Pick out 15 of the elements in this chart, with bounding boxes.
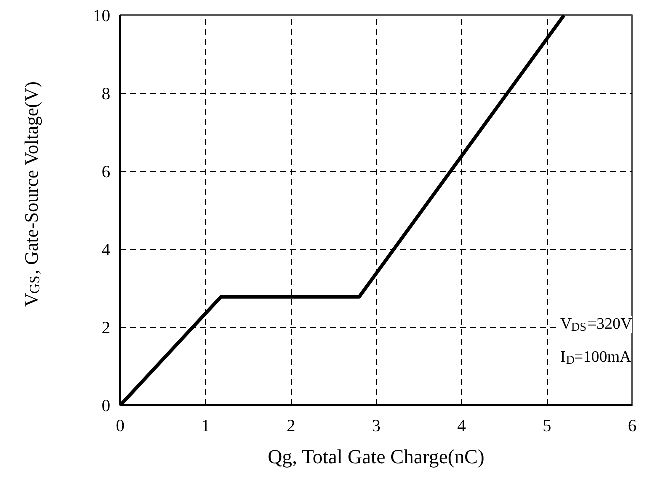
y-axis-title: VGS, Gate-Source Voltage(V) <box>22 82 44 307</box>
x-tick-label: 1 <box>202 416 210 436</box>
y-tick-label: 6 <box>102 162 111 182</box>
x-tick-label: 3 <box>372 416 381 436</box>
x-tick-label: 6 <box>628 416 638 436</box>
x-tick-label: 2 <box>286 416 296 436</box>
y-tick-label: 2 <box>102 318 111 338</box>
x-axis-title: Qg, Total Gate Charge(nC) <box>268 446 485 468</box>
y-tick-label: 4 <box>102 240 111 260</box>
x-tick-label: 0 <box>116 416 125 436</box>
x-tick-label: 4 <box>458 416 466 436</box>
y-tick-label: 8 <box>102 84 111 104</box>
x-tick-label: 5 <box>542 416 552 436</box>
y-tick-label: 10 <box>93 6 110 26</box>
y-tick-label: 0 <box>102 396 111 416</box>
